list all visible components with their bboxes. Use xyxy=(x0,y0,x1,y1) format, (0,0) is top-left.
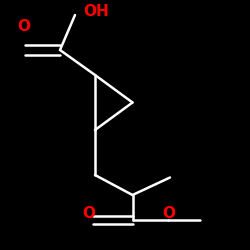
Text: O: O xyxy=(17,19,30,34)
Text: O: O xyxy=(82,206,95,221)
Text: O: O xyxy=(162,206,175,221)
Text: OH: OH xyxy=(84,4,110,19)
